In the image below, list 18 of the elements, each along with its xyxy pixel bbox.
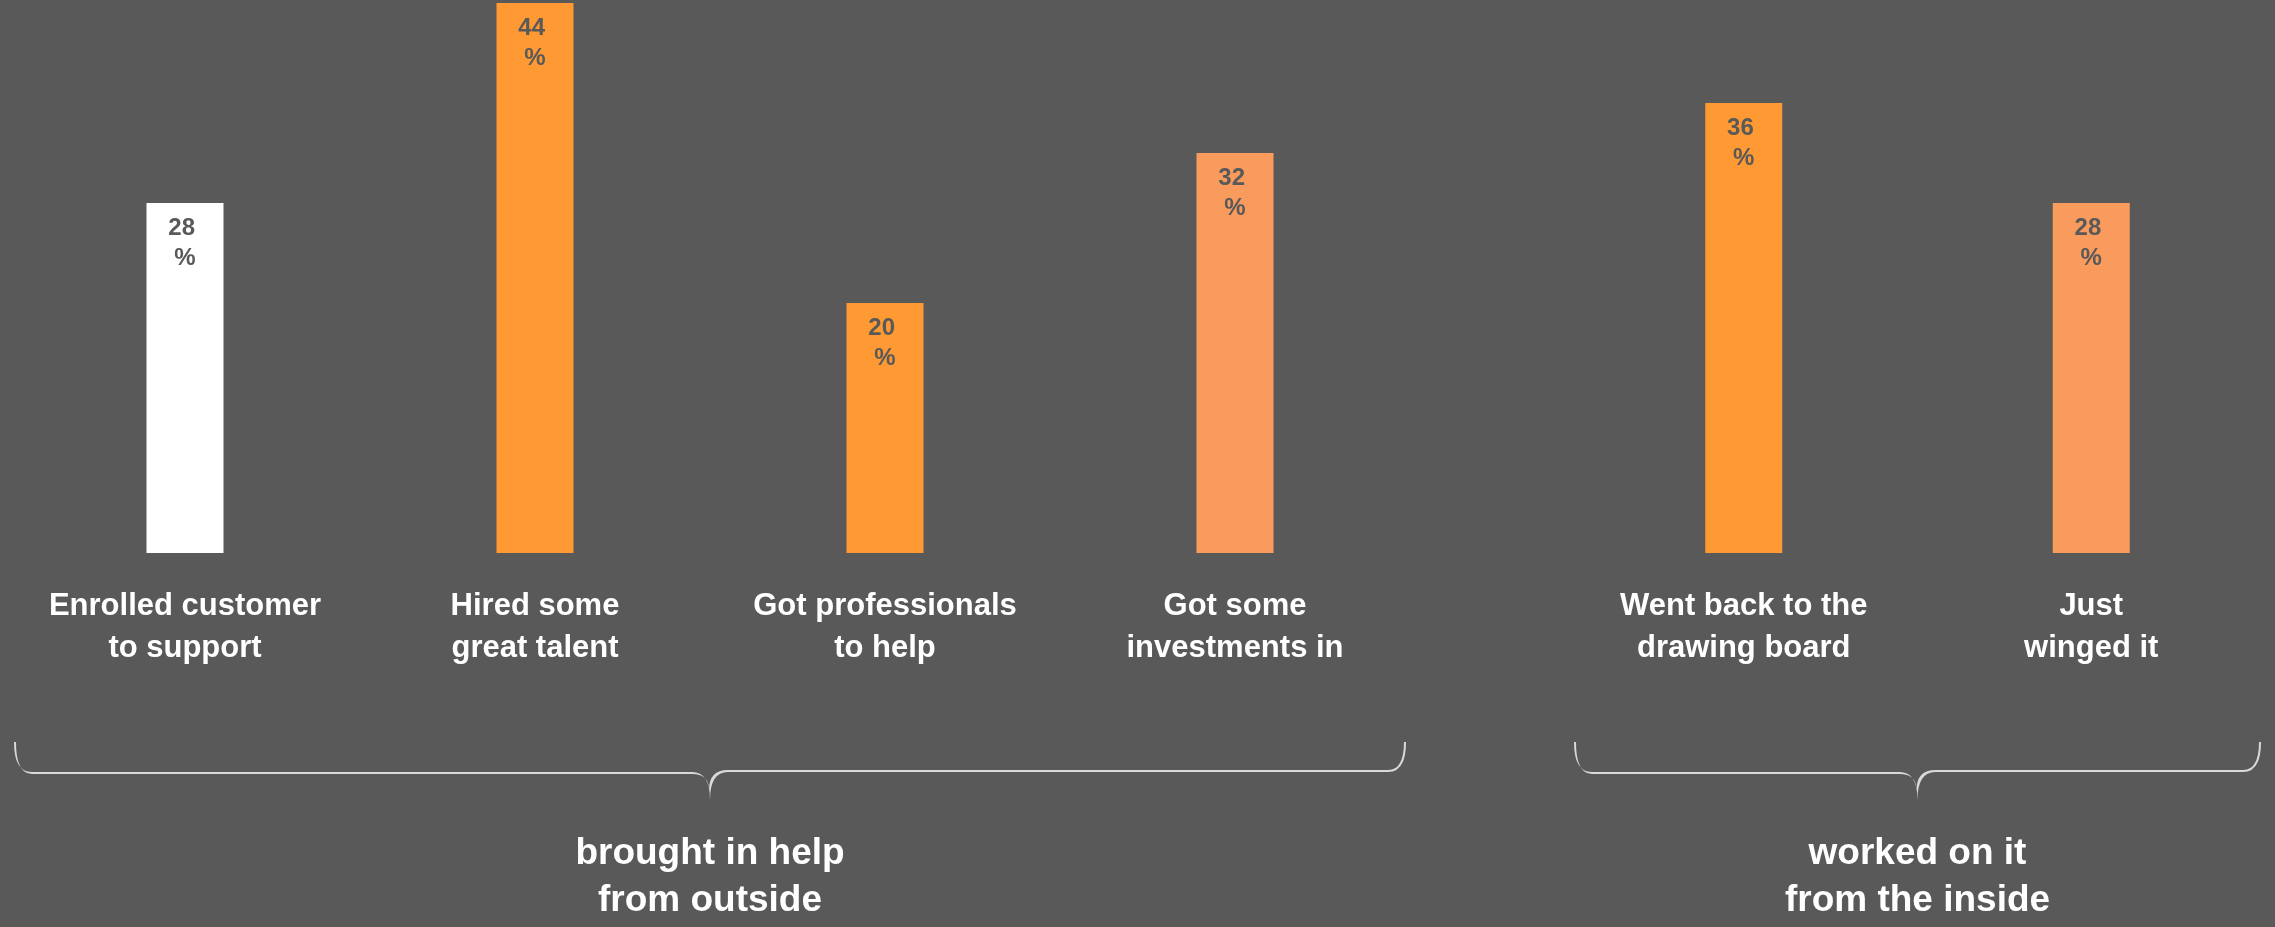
data-label: 20 % <box>868 312 902 370</box>
x-axis-title: worked on it from the inside <box>1784 831 2051 919</box>
x-tick-label: Got professionals to help <box>753 586 1017 664</box>
bar <box>846 303 924 553</box>
bar <box>496 3 574 553</box>
data-label: 32 % <box>1218 162 1252 220</box>
x-tick-label: Got some investments in <box>1126 586 1344 664</box>
x-axis-title: brought in help from outside <box>575 831 845 919</box>
x-tick-label: Enrolled customer to support <box>48 586 322 664</box>
x-tick-label: Just winged it <box>2023 586 2159 664</box>
bar <box>146 203 224 553</box>
bar <box>1196 153 1274 553</box>
x-tick-label: Went back to the drawing board <box>1620 586 1868 664</box>
data-label: 44 % <box>518 12 552 70</box>
data-label: 28 % <box>2074 212 2108 270</box>
x-tick-label: Hired some great talent <box>450 586 620 664</box>
data-label: 36 % <box>1727 112 1761 170</box>
data-label: 28 % <box>168 212 202 270</box>
